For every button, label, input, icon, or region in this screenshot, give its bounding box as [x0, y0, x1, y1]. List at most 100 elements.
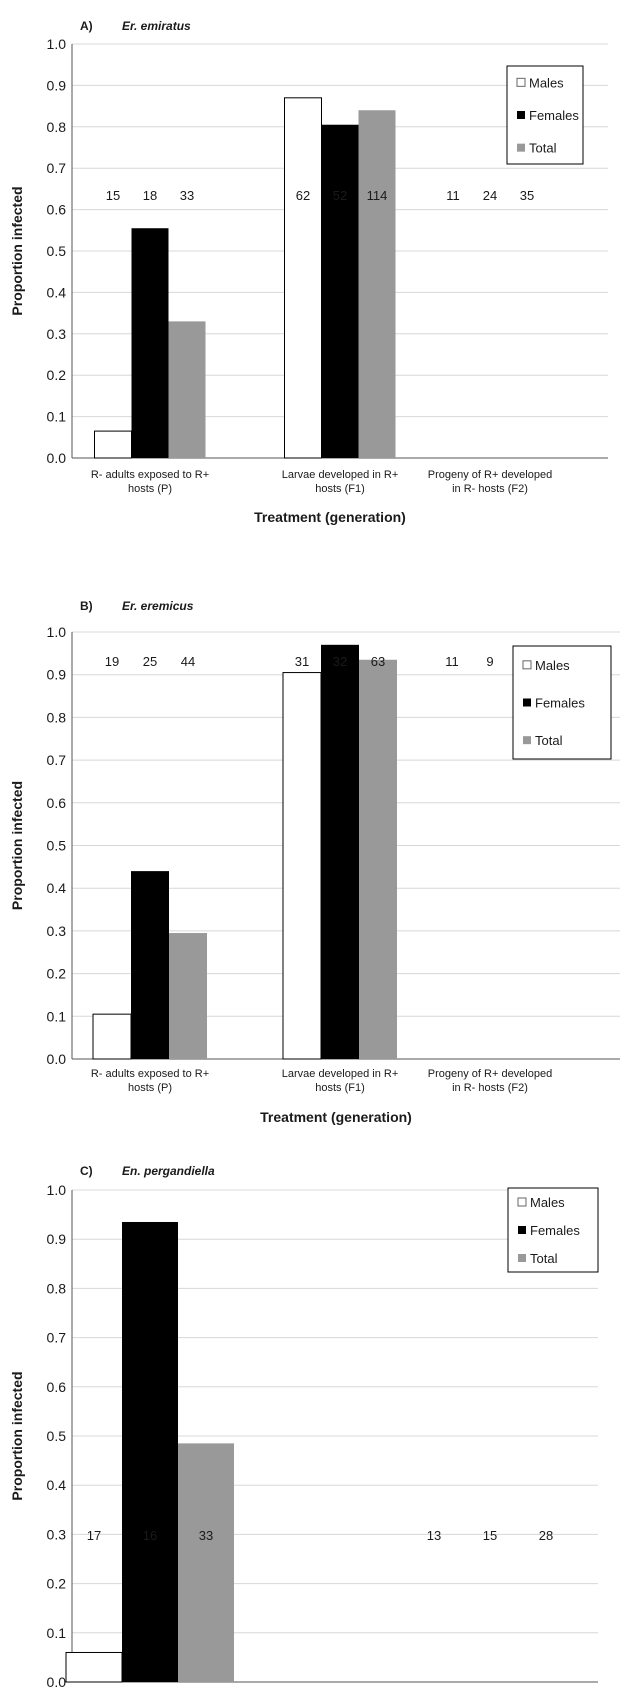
x-category-label: R- adults exposed to R+	[91, 469, 209, 481]
sample-size-label: 13	[427, 1528, 441, 1543]
legend-label-males: Males	[530, 1195, 565, 1210]
y-tick-label: 0.4	[47, 880, 67, 896]
legend-swatch-total	[518, 1254, 526, 1262]
legend-swatch-females	[517, 111, 525, 119]
bar-total	[178, 1443, 234, 1682]
sample-size-label: 11	[445, 654, 459, 669]
bar-females	[122, 1221, 178, 1682]
y-tick-label: 0.0	[47, 1674, 67, 1690]
legend-label-females: Females	[530, 1223, 580, 1238]
sample-size-label: 25	[143, 654, 157, 669]
legend-swatch-males	[517, 1197, 527, 1207]
legend-swatch-males	[522, 660, 532, 670]
legend-label-males: Males	[529, 75, 564, 90]
sample-size-label: 52	[333, 188, 347, 203]
legend-swatch-females	[523, 698, 531, 707]
sample-size-label: 28	[539, 1528, 553, 1543]
y-tick-label: 0.6	[47, 202, 67, 218]
legend-label-total: Total	[529, 141, 557, 156]
bar-females	[321, 644, 359, 1059]
legend-label-males: Males	[535, 658, 570, 673]
x-category-label: hosts (P)	[128, 483, 172, 495]
chart-c-svg: C) En. pergandiella 0.0 0.1 0.2 0.3 0.4 0.5 0.6 0…	[9, 1164, 599, 1690]
sample-size-label: 35	[520, 188, 534, 203]
y-tick-label: 0.0	[47, 1051, 67, 1067]
x-category-label: R- adults exposed to R+	[91, 1068, 209, 1080]
legend-label-females: Females	[535, 696, 585, 711]
y-tick-label: 0.5	[47, 1428, 67, 1444]
y-tick-label: 0.2	[47, 966, 67, 982]
y-tick-label: 0.8	[47, 119, 67, 135]
chart-title: Er. emiratus	[122, 19, 191, 33]
chart-a-svg: A) Er. emiratus 0.0 0.1 0.2 0.3 0.4 0.5 0.6 0.7 0.…	[9, 19, 608, 525]
x-category-label: in R- hosts (F2)	[452, 483, 528, 495]
y-tick-label: 0.7	[47, 1330, 67, 1346]
bar-females	[131, 228, 169, 458]
sample-size-label: 15	[106, 188, 120, 203]
sample-size-label: 18	[143, 188, 157, 203]
y-tick-label: 0.2	[47, 367, 67, 383]
y-axis-label: Proportion infected	[9, 1371, 25, 1500]
bar-total	[358, 110, 396, 459]
y-tick-label: 0.0	[47, 450, 67, 466]
legend-swatch-males	[516, 77, 526, 87]
x-category-label: hosts (F1)	[315, 1082, 365, 1094]
x-category-label: hosts (P)	[128, 1082, 172, 1094]
sample-size-label: 114	[367, 188, 388, 203]
sample-size-label: 33	[180, 188, 194, 203]
bar-total	[168, 321, 206, 458]
sample-size-label: 62	[296, 188, 310, 203]
y-tick-label: 1.0	[47, 1182, 67, 1198]
y-tick-label: 0.9	[47, 1231, 67, 1247]
x-category-label: Larvae developed in R+	[282, 469, 399, 481]
y-axis-label: Proportion infected	[9, 781, 25, 910]
x-axis-label: Treatment (generation)	[254, 509, 406, 525]
bar-males	[94, 430, 132, 459]
chart-panel-c: C) En. pergandiella 0.0 0.1 0.2 0.3 0.4 0.5 0.6 0…	[0, 1150, 643, 1690]
y-tick-label: 1.0	[47, 624, 67, 640]
legend-label-total: Total	[530, 1251, 558, 1266]
chart-panel-a: A) Er. emiratus 0.0 0.1 0.2 0.3 0.4 0.5 0.6 0.7 0.…	[0, 0, 643, 590]
y-tick-label: 0.7	[47, 160, 67, 176]
x-category-label: Progeny of R+ developed	[428, 1068, 552, 1080]
sample-size-label: 17	[87, 1528, 101, 1543]
x-category-label: Progeny of R+ developed	[428, 469, 552, 481]
sample-size-label: 32	[333, 654, 347, 669]
y-tick-label: 0.8	[47, 1280, 67, 1296]
chart-panel-b: B) Er. eremicus 0.0 0.1 0.2 0.3 0.4 0.5 0.6 0.7 0.…	[0, 590, 643, 1150]
sample-size-label: 11	[446, 188, 460, 203]
bar-females	[131, 871, 169, 1059]
sample-size-label: 19	[105, 654, 119, 669]
panel-label: C)	[80, 1164, 93, 1178]
chart-b-svg: B) Er. eremicus 0.0 0.1 0.2 0.3 0.4 0.5 0.6 0.7 0.…	[9, 599, 620, 1125]
x-axis-label: Treatment (generation)	[260, 1109, 412, 1125]
y-tick-label: 0.6	[47, 795, 67, 811]
legend-label-total: Total	[535, 733, 563, 748]
y-tick-label: 0.7	[47, 752, 67, 768]
y-tick-label: 0.2	[47, 1576, 67, 1592]
y-tick-label: 0.6	[47, 1379, 67, 1395]
chart-title: Er. eremicus	[122, 599, 194, 613]
y-tick-label: 0.8	[47, 709, 67, 725]
bar-males	[284, 97, 322, 459]
sample-size-label: 63	[371, 654, 385, 669]
y-tick-label: 0.5	[47, 243, 67, 259]
sample-size-label: 15	[483, 1528, 497, 1543]
legend-label-females: Females	[529, 108, 579, 123]
y-tick-label: 0.5	[47, 838, 67, 854]
legend-swatch-total	[517, 143, 525, 152]
y-tick-label: 1.0	[47, 36, 67, 52]
y-tick-label: 0.9	[47, 667, 67, 683]
sample-size-label: 44	[181, 654, 195, 669]
sample-size-label: 24	[483, 188, 497, 203]
bar-males	[92, 1013, 132, 1060]
bar-females	[321, 124, 359, 458]
bar-total	[359, 659, 397, 1059]
y-tick-label: 0.1	[47, 1008, 67, 1024]
sample-size-label: 16	[143, 1528, 157, 1543]
x-category-label: Larvae developed in R+	[282, 1068, 399, 1080]
legend-swatch-females	[518, 1226, 526, 1234]
sample-size-label: 33	[199, 1528, 213, 1543]
sample-size-label: 9	[486, 654, 493, 669]
y-tick-label: 0.1	[47, 1625, 67, 1641]
